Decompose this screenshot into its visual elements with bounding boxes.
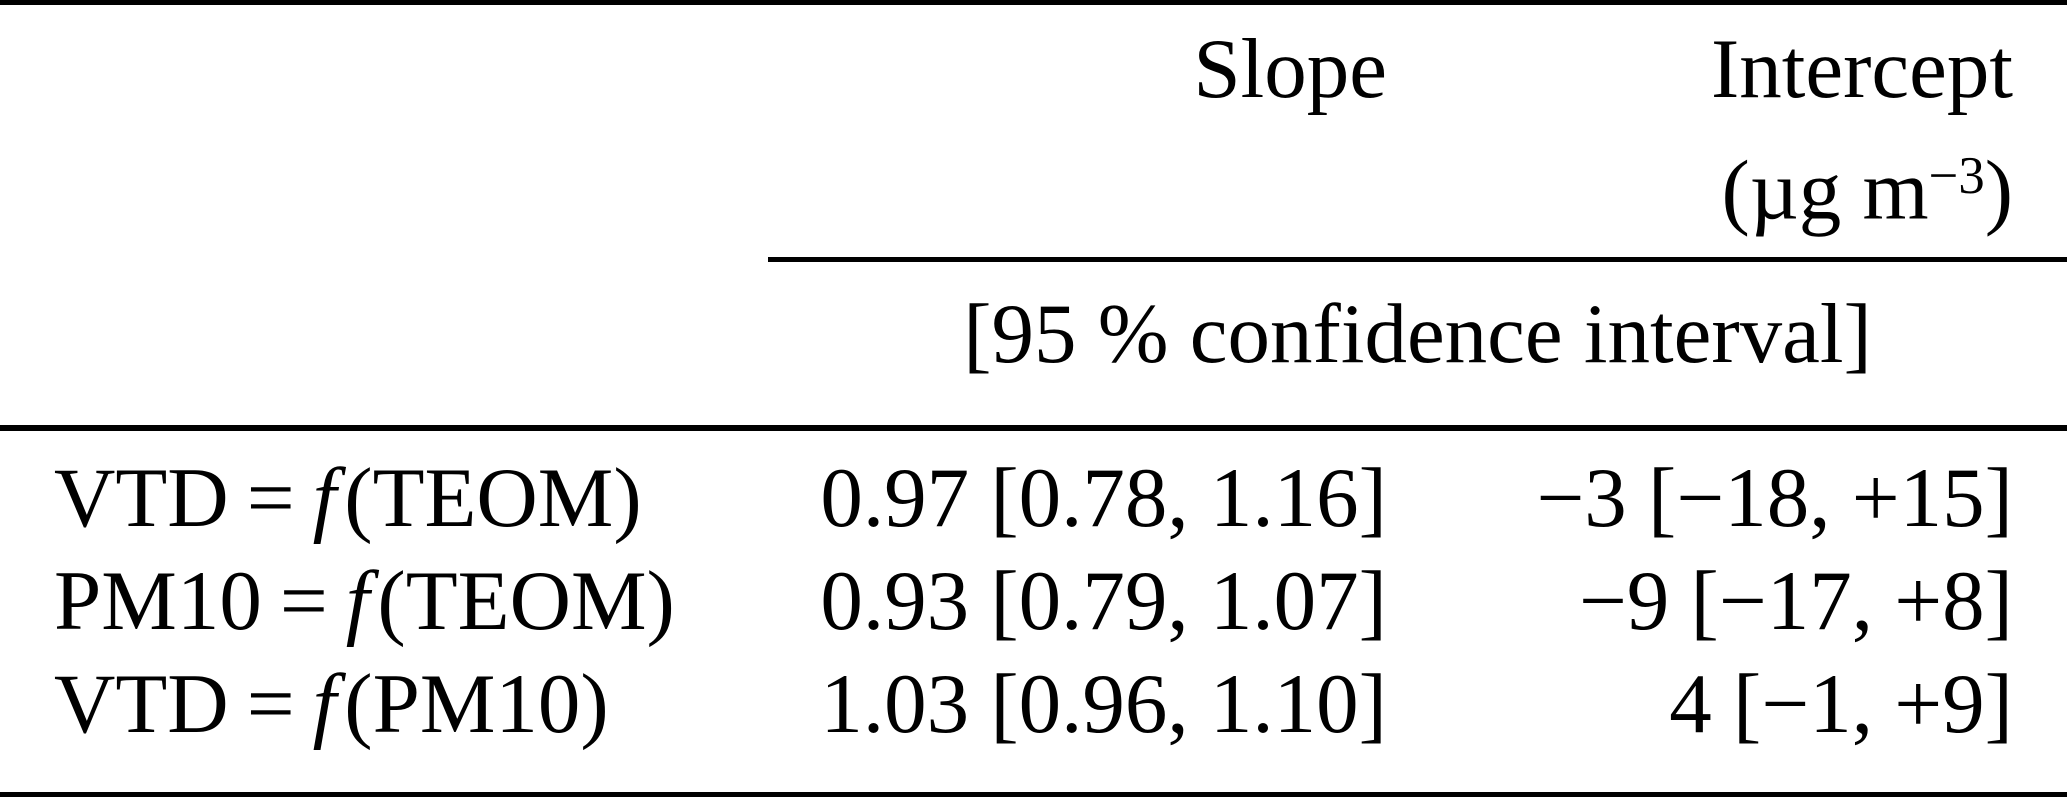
table-row: VTD = f(PM10) 1.03 [0.96, 1.10] 4 [−1, +9] <box>0 651 2067 758</box>
column-header-slope: Slope <box>1193 22 1387 116</box>
function-symbol: f <box>345 554 370 648</box>
row-label-arg: (PM10) <box>344 657 609 751</box>
column-group-rule <box>768 257 2067 262</box>
table-bottom-rule <box>0 792 2067 797</box>
intercept-value: 4 [−1, +9] <box>1669 657 2013 751</box>
row-label-lhs: VTD <box>54 451 229 545</box>
table-row: VTD = f(TEOM) 0.97 [0.78, 1.16] −3 [−18, +… <box>0 445 2067 552</box>
row-label: VTD = f(TEOM) <box>54 445 642 552</box>
equals-sign: = <box>246 657 295 751</box>
intercept-header-label: Intercept <box>1710 22 2013 116</box>
intercept-value: −3 [−18, +15] <box>1536 451 2013 545</box>
row-label-lhs: VTD <box>54 657 229 751</box>
confidence-interval-note: [95 % confidence interval] <box>963 287 1872 381</box>
row-label-lhs: PM10 <box>54 554 262 648</box>
row-label: PM10 = f(TEOM) <box>54 548 675 655</box>
table-row: PM10 = f(TEOM) 0.93 [0.79, 1.07] −9 [−17, … <box>0 548 2067 655</box>
intercept-unit-exponent: −3 <box>1928 147 1985 205</box>
intercept-unit-open: (µg m <box>1721 143 1929 238</box>
slope-value: 0.97 [0.78, 1.16] <box>820 451 1387 545</box>
column-header-intercept: Intercept (µg m−3) <box>1711 16 2013 244</box>
row-label: VTD = f(PM10) <box>54 651 609 758</box>
function-symbol: f <box>312 657 337 751</box>
header-body-rule <box>0 425 2067 431</box>
slope-value: 1.03 [0.96, 1.10] <box>820 657 1387 751</box>
intercept-unit-close: ) <box>1984 143 2013 238</box>
intercept-value: −9 [−17, +8] <box>1578 554 2013 648</box>
equals-sign: = <box>246 451 295 545</box>
slope-value: 0.93 [0.79, 1.07] <box>820 554 1387 648</box>
function-symbol: f <box>312 451 337 545</box>
equals-sign: = <box>279 554 328 648</box>
intercept-header-unit: (µg m−3) <box>1711 123 2013 244</box>
row-label-arg: (TEOM) <box>377 554 675 648</box>
row-label-arg: (TEOM) <box>344 451 642 545</box>
table-top-rule <box>0 0 2067 5</box>
